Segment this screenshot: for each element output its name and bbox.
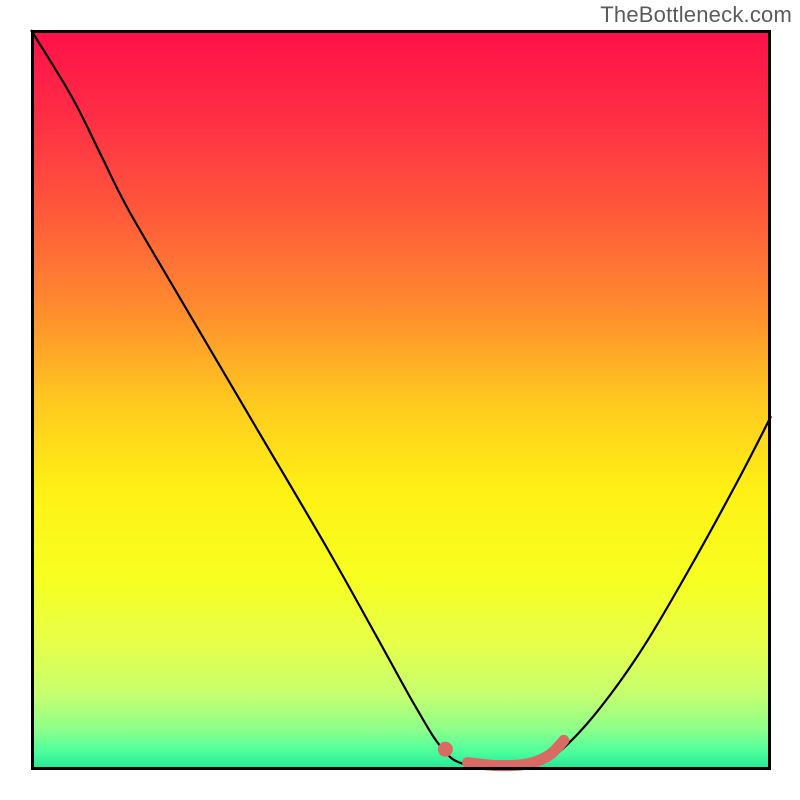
chart-frame — [31, 30, 771, 770]
watermark-text: TheBottleneck.com — [600, 2, 792, 28]
